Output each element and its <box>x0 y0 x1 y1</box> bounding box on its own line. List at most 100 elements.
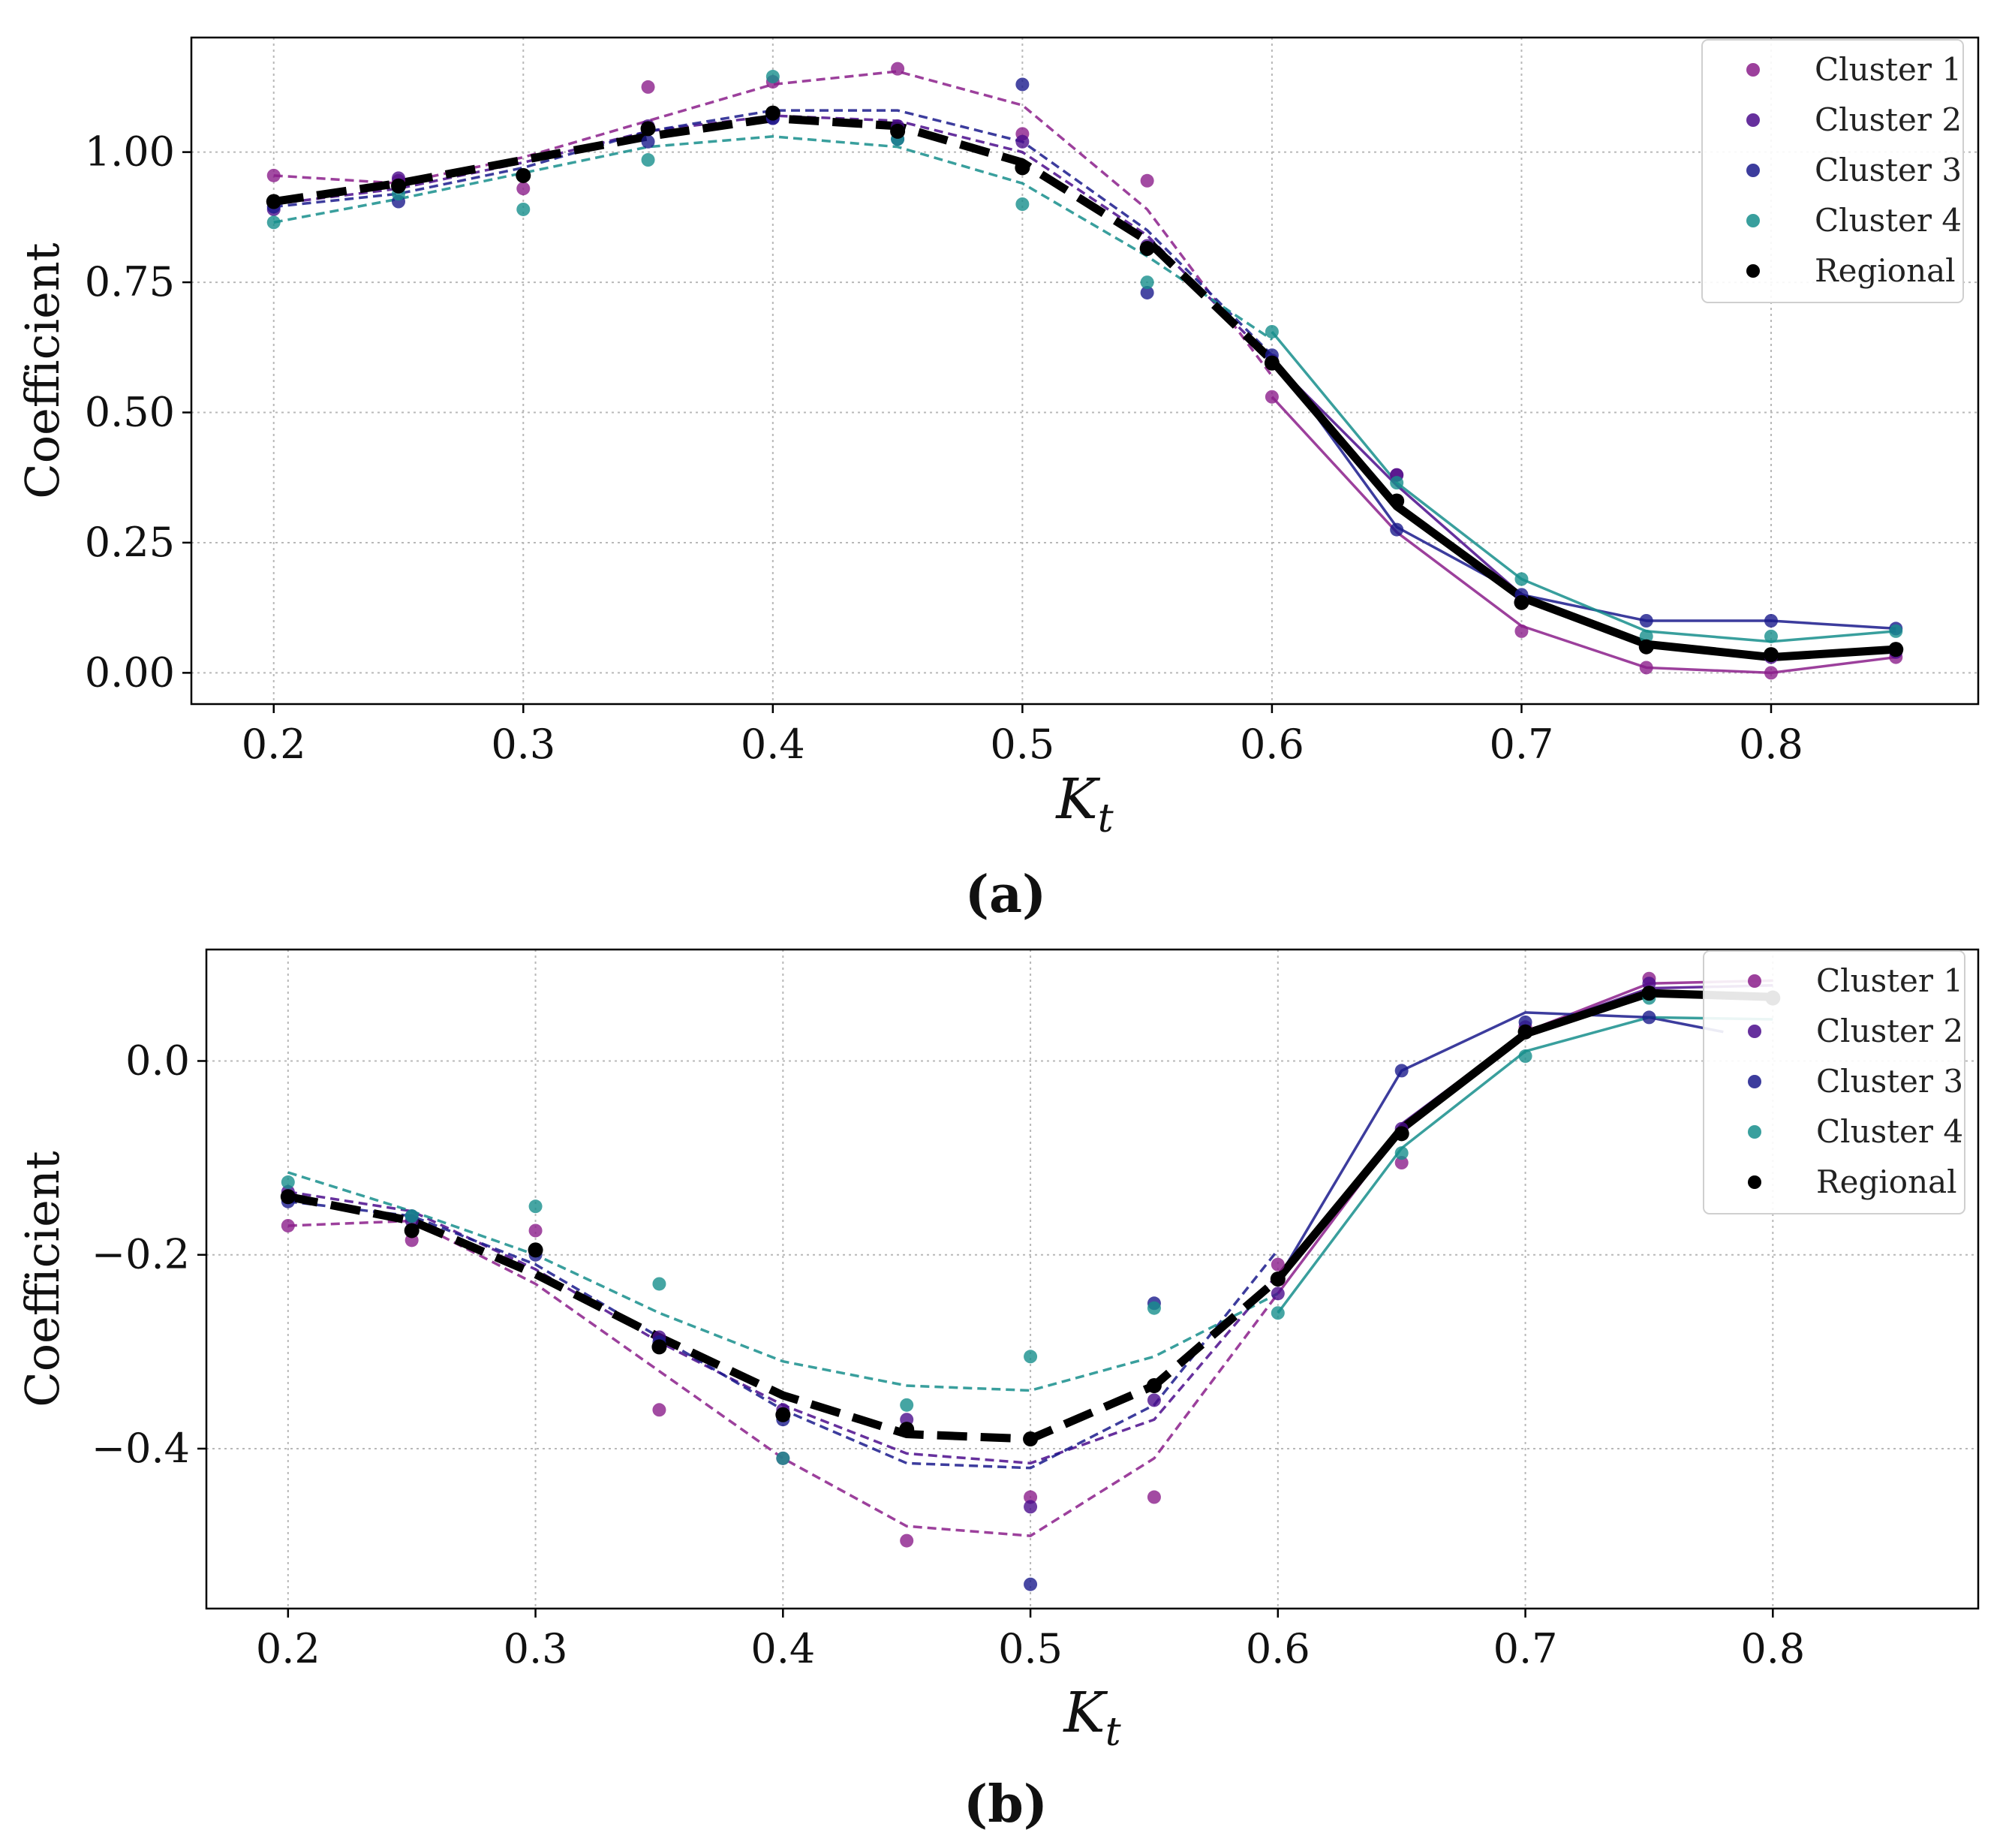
chart-a-ytick-label-4: 1.00 <box>85 128 175 176</box>
chart-a-ytick-label-2: 0.50 <box>85 389 175 436</box>
chart-a-xtick-label-5: 0.7 <box>1490 721 1554 768</box>
chart-b-series-2-point-6 <box>1024 1577 1038 1591</box>
chart-a-series-4-point-11 <box>1638 639 1654 655</box>
chart-b-series-0-point-7 <box>1147 1490 1161 1504</box>
chart-b-legend-box <box>1703 950 1965 1214</box>
chart-a-series-3-point-4 <box>765 70 780 84</box>
chart-a-series-0-point-5 <box>891 62 905 76</box>
chart-b-svg: 0.2 0.3 0.4 0.5 0.6 0.7 0.8 −0.4 −0.2 0.0 Coeffici… <box>15 948 1980 1834</box>
chart-a-ytick-label-1: 0.25 <box>85 519 175 566</box>
chart-b-plot-area <box>280 971 1781 1591</box>
chart-a-xtick-label-3: 0.5 <box>990 721 1054 768</box>
chart-a-svg: 0.2 0.3 0.4 0.5 0.6 0.7 0.8 0.00 0.25 0.50 0.75 1.0… <box>15 36 1980 924</box>
chart-b-series-4-dashed-line <box>287 1192 1281 1443</box>
chart-a-series-3-point-12 <box>1764 629 1778 643</box>
chart-a-legend-label-1: Cluster 2 <box>1815 101 1962 138</box>
chart-a-series-2-point-9 <box>1390 522 1404 537</box>
chart-b-series-0-point-0 <box>281 1218 295 1233</box>
chart-b-xtick-label-4: 0.6 <box>1246 1625 1310 1672</box>
chart-b-legend-marker-2 <box>1748 1075 1761 1088</box>
chart-b-xtick-label-5: 0.7 <box>1493 1625 1558 1672</box>
chart-a-xtick-label-2: 0.4 <box>741 721 805 768</box>
chart-a-series-0-point-2 <box>516 182 531 196</box>
chart-b-series-1-point-6 <box>1024 1500 1038 1514</box>
chart-a-ylabel: Coefficient <box>15 242 70 499</box>
chart-b-xtick-label-1: 0.3 <box>504 1625 568 1672</box>
chart-b-series-4-point-3 <box>651 1339 667 1355</box>
chart-a-legend-marker-2 <box>1746 164 1760 177</box>
chart-b-series-3-point-5 <box>900 1398 914 1412</box>
chart-b-xtick-label-3: 0.5 <box>998 1625 1063 1672</box>
chart-a-series-3-point-11 <box>1639 629 1653 643</box>
chart-a-plot-area <box>266 62 1904 680</box>
chart-a-series-3-point-9 <box>1390 476 1404 490</box>
chart-a-series-0-solid-line <box>1271 396 1896 675</box>
chart-a-xlabel: Kt <box>1054 767 1113 841</box>
chart-b-legend: Cluster 1 Cluster 2 Cluster 3 Cluster 4 Regi… <box>1703 950 1965 1214</box>
chart-a-series-4-point-8 <box>1264 355 1280 371</box>
chart-b-series-3-point-7 <box>1147 1301 1161 1315</box>
chart-b-series-3-point-8 <box>1271 1306 1285 1320</box>
chart-a-series-2-point-7 <box>1140 285 1154 299</box>
chart-b-series-3-point-3 <box>652 1277 666 1291</box>
chart-b-series-4-point-9 <box>1394 1126 1409 1142</box>
chart-a-series-4-point-2 <box>516 167 531 183</box>
chart-a-legend-label-0: Cluster 1 <box>1815 51 1962 88</box>
chart-b-series-2-point-11 <box>1642 1010 1656 1025</box>
chart-a-xlabel-main: K <box>1054 767 1100 832</box>
chart-b-series-0-point-3 <box>652 1403 666 1417</box>
chart-a-legend-marker-4 <box>1746 264 1760 278</box>
chart-a-series-3-point-6 <box>1015 197 1030 211</box>
chart-a-series-3-point-13 <box>1889 624 1903 638</box>
chart-a-series-2-solid-line <box>1271 354 1896 631</box>
chart-b-ylabel: Coefficient <box>15 1151 70 1407</box>
chart-a-series-3-point-7 <box>1140 275 1154 290</box>
chart-a-ytick-label-3: 0.75 <box>85 258 175 305</box>
chart-a-series-2-point-12 <box>1764 614 1778 628</box>
chart-b-xlabel-main: K <box>1062 1681 1108 1745</box>
chart-a-series-3-point-2 <box>516 202 531 216</box>
chart-a-series-4-point-9 <box>1389 493 1405 509</box>
chart-a-legend-label-4: Regional <box>1815 252 1956 289</box>
chart-b-legend-label-4: Regional <box>1816 1163 1957 1200</box>
chart-b-ytick-label-2: 0.0 <box>125 1037 190 1084</box>
chart-b-legend-label-0: Cluster 1 <box>1816 962 1963 999</box>
chart-a-xtick-label-4: 0.6 <box>1240 721 1304 768</box>
chart-a-series-4-point-3 <box>640 121 656 137</box>
chart-a-series-4-point-7 <box>1139 240 1155 256</box>
chart-a-series-4-dashed-line <box>272 114 1275 364</box>
chart-b-series-4-point-0 <box>280 1189 296 1205</box>
chart-b-series-4-point-8 <box>1270 1272 1286 1287</box>
chart-a-legend-marker-0 <box>1746 63 1760 77</box>
chart-a-series-4-point-12 <box>1763 647 1779 663</box>
chart-b-xtick-label-2: 0.4 <box>750 1625 815 1672</box>
chart-b-series-1-point-7 <box>1147 1393 1161 1407</box>
chart-b-series-4-point-11 <box>1641 986 1657 1001</box>
chart-a-series-0-point-0 <box>266 168 281 182</box>
chart-b-legend-marker-3 <box>1748 1125 1761 1139</box>
chart-a-series-0-point-3 <box>641 80 655 94</box>
chart-b-series-3-point-4 <box>776 1451 790 1465</box>
chart-a-series-0-point-10 <box>1514 624 1529 638</box>
chart-b-ytick-label-0: −0.4 <box>92 1425 190 1472</box>
chart-b-series-4-point-1 <box>404 1223 420 1239</box>
chart-a-series-4-solid-line <box>1268 357 1896 662</box>
chart-a-series-3-point-0 <box>266 215 281 230</box>
chart-a-series-4-point-4 <box>765 105 780 121</box>
chart-b-series-0-point-6 <box>1024 1490 1038 1504</box>
chart-a-series-2-point-3 <box>641 134 655 149</box>
chart-a-xtick-label-6: 0.8 <box>1739 721 1803 768</box>
chart-b-series-4-point-4 <box>775 1407 791 1422</box>
chart-a-series-0-point-8 <box>1265 390 1279 404</box>
chart-b-xtick-label-6: 0.8 <box>1740 1625 1805 1672</box>
chart-a-series-4-point-6 <box>1015 160 1030 176</box>
chart-b-xlabel-sub: t <box>1105 1710 1121 1755</box>
chart-a-series-4-point-1 <box>391 178 407 194</box>
chart-a-panel-label: (a) <box>965 865 1046 924</box>
chart-a-legend-marker-1 <box>1746 113 1760 127</box>
chart-b-legend-label-3: Cluster 4 <box>1816 1113 1963 1150</box>
chart-a-series-4-point-5 <box>890 123 906 139</box>
chart-a-series-4-point-13 <box>1888 642 1904 658</box>
chart-b-frame <box>205 948 1980 1610</box>
chart-b-xtick-label-0: 0.2 <box>256 1625 320 1672</box>
